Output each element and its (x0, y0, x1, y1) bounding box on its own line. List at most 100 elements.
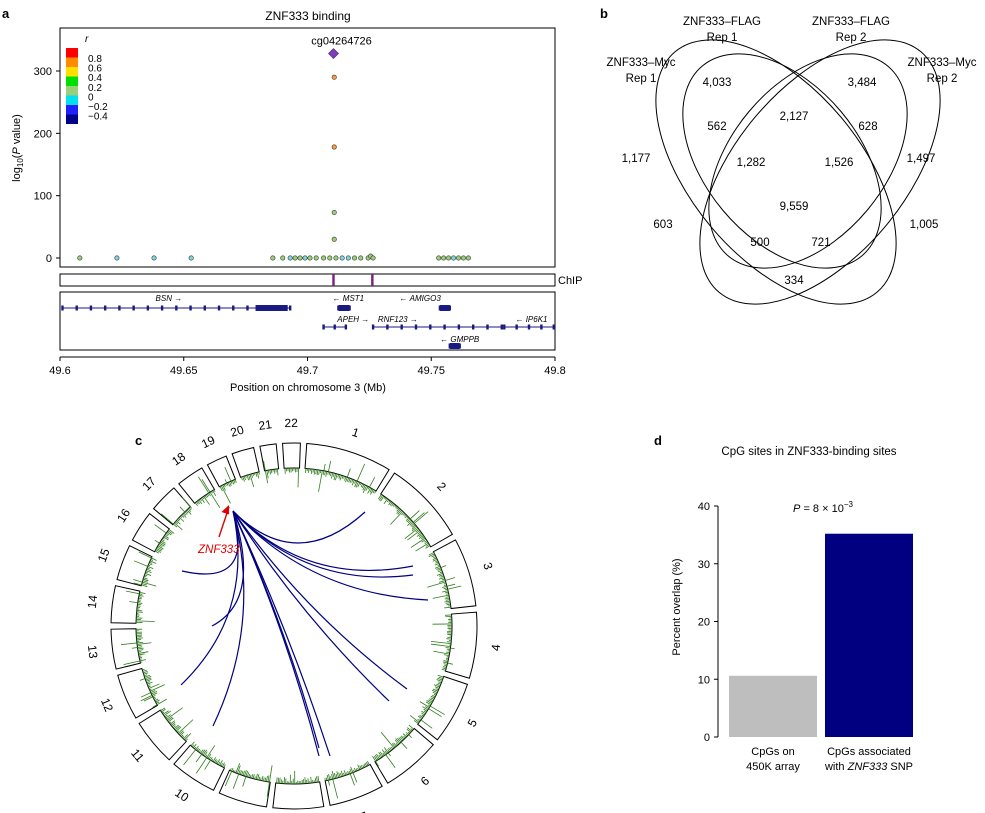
chromosome-label: 20 (229, 422, 246, 439)
density-spike (409, 510, 420, 520)
density-spike (139, 591, 146, 594)
chromosome-ring: 12345678910111213141516171819202122 (85, 416, 503, 813)
venn-set-name: ZNF333–FLAG (812, 16, 890, 28)
density-spike (428, 699, 433, 703)
gene-label: RNF123 → (378, 315, 418, 324)
density-spike (397, 737, 402, 743)
density-spike (201, 479, 211, 493)
density-spike (388, 501, 392, 506)
interaction-link (232, 510, 429, 601)
density-spike (277, 777, 280, 784)
density-spike (160, 707, 166, 711)
density-spike (445, 596, 450, 598)
density-spike (242, 770, 246, 776)
density-spike (199, 498, 202, 502)
density-spike (198, 750, 202, 753)
density-spike (257, 774, 260, 780)
density-spike (258, 776, 261, 781)
chromosome-segment (259, 443, 280, 472)
gene-label: ← IP6K1 (515, 315, 547, 324)
density-spike (430, 697, 435, 700)
density-spike (264, 470, 269, 484)
density-spike (204, 759, 211, 770)
density-spike (388, 500, 391, 503)
density-spike (401, 512, 405, 516)
density-spike (170, 720, 176, 725)
density-spike (139, 593, 143, 595)
chromosome-label: 7 (358, 809, 369, 813)
density-spike (168, 529, 175, 534)
density-spike (139, 656, 143, 659)
snp-point (331, 236, 337, 242)
density-spike (332, 779, 339, 799)
density-spike (194, 746, 197, 749)
density-spike (144, 574, 148, 577)
density-spike (185, 510, 189, 514)
density-spike (126, 590, 140, 595)
density-spike (204, 495, 207, 499)
density-spike (267, 470, 270, 474)
density-spike (364, 762, 368, 767)
gene-exon (89, 305, 93, 311)
snp-point (441, 255, 447, 261)
venn-region-counts: 4,033 3,484 1,177 1,497 562 2,127 628 1,282 1,52… (622, 77, 939, 287)
chip-track-frame (59, 273, 556, 287)
chromosome-label: 1 (350, 425, 361, 440)
density-spike (133, 579, 143, 583)
chip-peak (332, 274, 335, 286)
snp-point (345, 255, 351, 261)
density-spike (443, 587, 448, 590)
lead-snp-diamond (328, 48, 339, 59)
density-spike (224, 771, 233, 787)
gene-exon (438, 305, 442, 311)
density-spike (372, 755, 376, 762)
density-spike (154, 540, 160, 544)
density-spike (197, 500, 201, 504)
density-spike (438, 577, 445, 580)
density-spike (210, 491, 213, 494)
density-spike (343, 476, 345, 479)
panel-a-ylabel: log10(P value) (11, 114, 25, 182)
category-label: CpGs associated (827, 746, 911, 758)
density-spike (310, 468, 313, 474)
density-spike (216, 759, 221, 765)
density-spike (137, 602, 143, 604)
gene-label: ← AMIGO3 (399, 294, 441, 303)
snp-point (370, 255, 376, 261)
gene-arrow: → (408, 315, 418, 324)
density-spike (402, 733, 407, 738)
venn-count: 3,484 (848, 77, 877, 89)
snp-point (321, 255, 327, 261)
density-spike (207, 753, 212, 759)
density-spike (246, 474, 250, 481)
density-spike (231, 480, 235, 485)
density-spike (150, 690, 156, 693)
density-spike (432, 557, 437, 560)
density-spike (383, 496, 386, 499)
density-spike (252, 774, 255, 779)
density-spike (359, 765, 362, 770)
density-spike (137, 642, 152, 645)
density-spike (381, 749, 387, 755)
density-spike (438, 570, 443, 573)
density-spike (405, 734, 408, 737)
density-spike (232, 769, 235, 772)
density-spike (197, 748, 201, 752)
legend-title: r (85, 34, 89, 45)
density-spike (445, 651, 450, 654)
density-spike (442, 590, 449, 593)
density-spike (325, 471, 328, 477)
density-spike (445, 577, 456, 581)
snp-point (114, 255, 120, 261)
density-spike (331, 770, 335, 779)
chromosome-label: 19 (199, 433, 217, 451)
gene-exon (160, 305, 164, 311)
density-spike (438, 574, 444, 577)
density-spike (196, 757, 208, 774)
density-spike (179, 506, 186, 513)
density-spike (182, 736, 185, 739)
density-spike (394, 505, 397, 508)
gene-exon (75, 305, 78, 311)
density-spike (174, 725, 180, 731)
density-spike (424, 541, 428, 545)
